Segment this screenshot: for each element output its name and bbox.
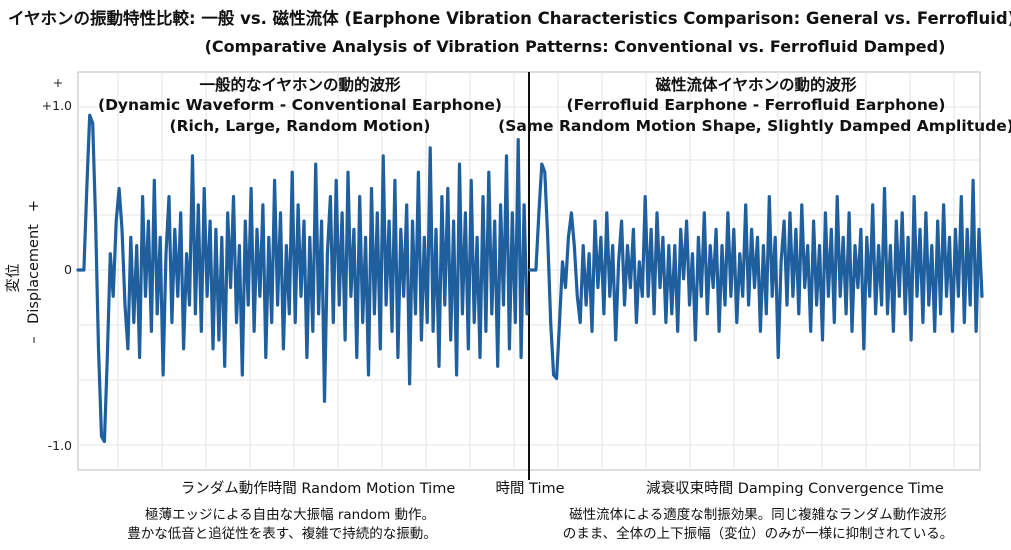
ytick-plus: + — [53, 75, 63, 90]
right-panel-title-en: (Ferrofluid Earphone - Ferrofluid Earpho… — [567, 96, 946, 114]
ferrofluid-waveform-line — [528, 162, 984, 381]
series-layer — [76, 113, 984, 444]
right-note-line2: のまま、全体の上下振幅（変位）のみが一様に抑制されている。 — [563, 525, 954, 542]
chart-subtitle: (Comparative Analysis of Vibration Patte… — [205, 37, 946, 56]
y-axis-minus: – — [26, 336, 42, 343]
left-panel-title-en: (Dynamic Waveform - Conventional Earphon… — [98, 96, 502, 114]
ytick-max: +1.0 — [42, 98, 72, 113]
left-panel-caption: (Rich, Large, Random Motion) — [170, 117, 431, 135]
left-note-line2: 豊かな低音と追従性を表す、複雑で持続的な振動。 — [127, 525, 436, 542]
ytick-zero: 0 — [64, 262, 72, 277]
conventional-waveform-line — [76, 113, 529, 444]
right-panel-caption: (Same Random Motion Shape, Slightly Damp… — [498, 117, 1011, 135]
ytick-min: -1.0 — [48, 438, 72, 453]
left-note-line1: 極薄エッジによる自由な大振幅 random 動作。 — [145, 507, 435, 523]
right-panel-title-jp: 磁性流体イヤホンの動的波形 — [655, 75, 857, 94]
right-x-axis-label: 減衰収束時間 Damping Convergence Time — [646, 480, 944, 497]
y-axis-label-jp: 変位 — [5, 264, 22, 293]
y-axis-label: – Displacement + — [26, 200, 42, 344]
y-axis-label-en: Displacement — [26, 224, 42, 324]
y-axis-plus: + — [26, 200, 42, 212]
center-x-axis-label: 時間 Time — [495, 480, 564, 497]
left-panel-title-jp: 一般的なイヤホンの動的波形 — [199, 75, 401, 94]
chart-title: イヤホンの振動特性比較: 一般 vs. 磁性流体 (Earphone Vibra… — [8, 8, 1011, 28]
right-note-line1: 磁性流体による適度な制振効果。同じ複雑なランダム動作波形 — [569, 506, 947, 523]
left-x-axis-label: ランダム動作時間 Random Motion Time — [181, 480, 456, 497]
